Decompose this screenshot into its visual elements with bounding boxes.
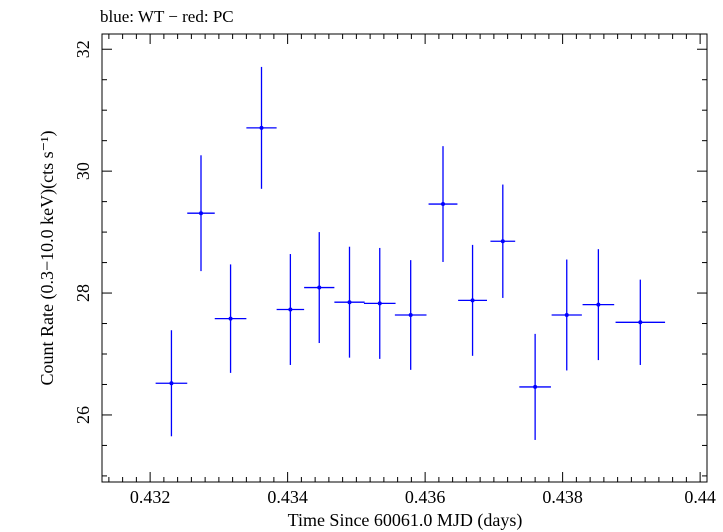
data-marker [317, 285, 322, 290]
data-marker [347, 300, 352, 305]
data-point [582, 249, 615, 361]
data-point [394, 260, 427, 370]
y-tick-label: 32 [73, 40, 93, 58]
plot-frame [101, 33, 708, 483]
data-marker [470, 298, 475, 303]
x-axis-ticks: 0.432 0.434 0.436 0.438 0.44 [108, 34, 716, 507]
data-marker [408, 312, 413, 317]
y-axis-label: Count Rate (0.3−10.0 keV)(cts s⁻¹) [37, 130, 58, 385]
data-point [334, 246, 365, 358]
y-tick-label: 30 [73, 162, 93, 180]
data-point [187, 155, 215, 272]
data-marker [500, 239, 505, 244]
data-marker [441, 202, 445, 207]
data-point [155, 330, 188, 437]
data-point [490, 184, 516, 298]
data-point [214, 264, 247, 373]
x-tick-label: 0.436 [405, 487, 446, 507]
x-tick-label: 0.438 [542, 487, 583, 507]
data-marker [564, 312, 569, 317]
data-point [246, 66, 277, 189]
x-tick-label: 0.434 [267, 487, 308, 507]
data-point [458, 244, 487, 356]
data-point [519, 333, 551, 440]
data-marker [228, 316, 233, 321]
data-marker [377, 301, 382, 306]
data-point [276, 254, 305, 365]
x-axis-label: Time Since 60061.0 MJD (days) [288, 510, 523, 531]
data-marker [199, 211, 203, 216]
data-marker [533, 384, 538, 389]
y-tick-label: 28 [73, 284, 93, 302]
chart-title: blue: WT − red: PC [100, 7, 234, 26]
x-tick-label: 0.44 [684, 487, 716, 507]
data-marker [638, 320, 643, 325]
data-points [155, 66, 666, 440]
y-tick-label: 26 [73, 406, 93, 424]
y-axis-ticks: 26 28 30 32 [73, 40, 707, 477]
data-point [363, 247, 396, 359]
data-point [551, 259, 582, 371]
data-point [615, 279, 666, 365]
data-marker [259, 125, 264, 130]
x-tick-label: 0.432 [130, 487, 171, 507]
data-marker [169, 381, 174, 386]
data-point [428, 146, 458, 262]
data-marker [596, 302, 601, 307]
data-marker [288, 307, 293, 312]
data-point [304, 232, 335, 344]
